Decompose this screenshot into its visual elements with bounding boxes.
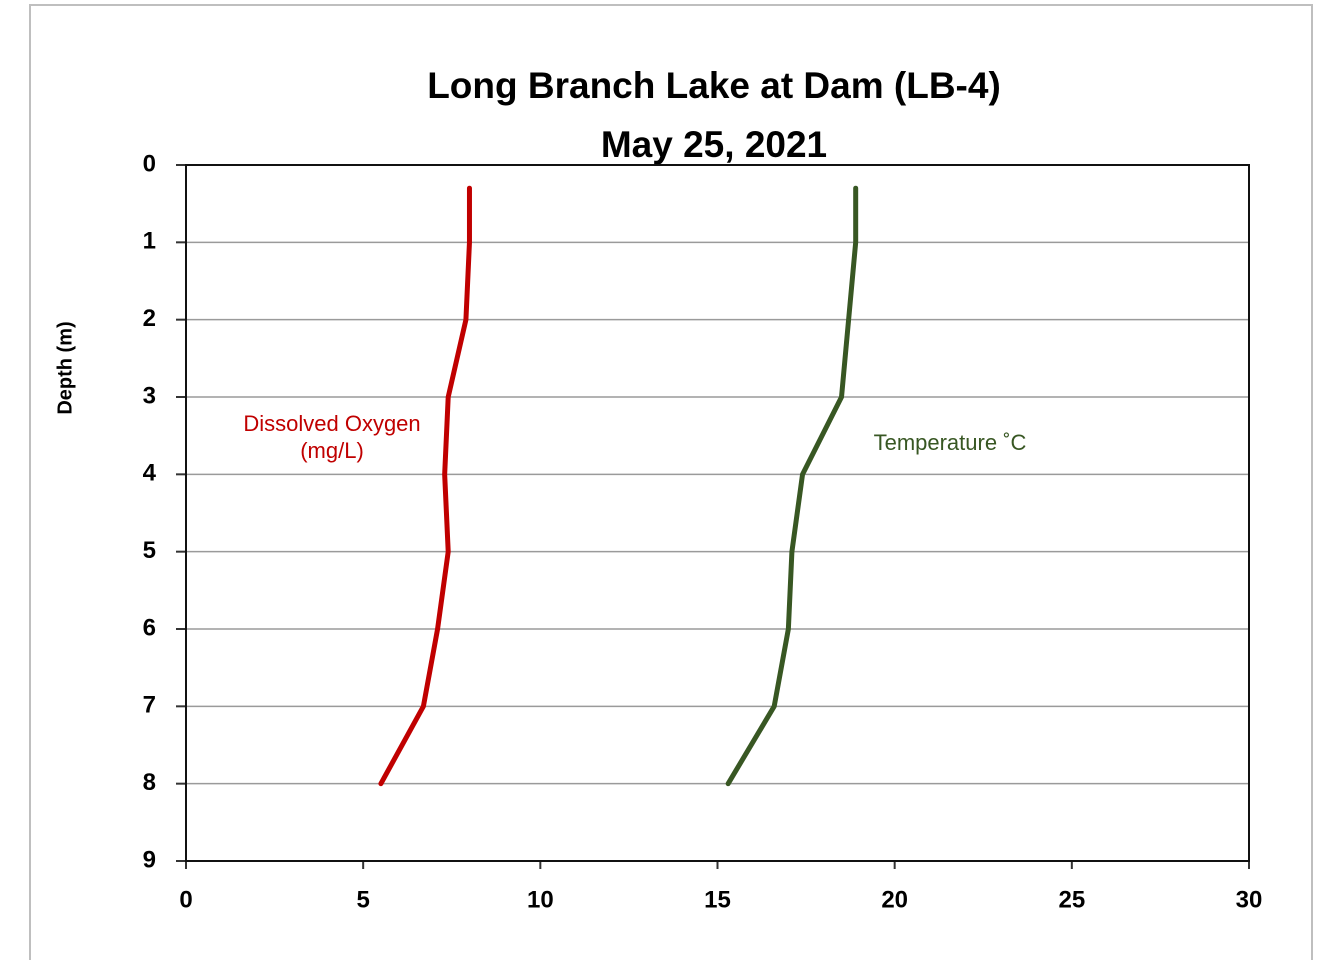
- plot-frame: [185, 164, 1250, 862]
- y-tick-label: 5: [143, 537, 156, 564]
- x-tick-label: 5: [356, 886, 369, 913]
- chart-title: Long Branch Lake at Dam (LB-4): [427, 65, 1001, 106]
- y-tick-label: 1: [143, 228, 156, 255]
- x-tick-label: 30: [1236, 886, 1263, 913]
- y-tick-label: 4: [143, 460, 157, 487]
- x-tick-label: 15: [704, 886, 731, 913]
- chart-subtitle: May 25, 2021: [601, 124, 827, 165]
- x-tick-label: 20: [881, 886, 908, 913]
- y-tick-label: 8: [143, 769, 156, 796]
- y-tick-label: 9: [143, 846, 156, 873]
- chart-border: [29, 4, 1313, 960]
- y-axis-label: Depth (m): [54, 321, 76, 414]
- x-tick-label: 25: [1058, 886, 1085, 913]
- series-line: [725, 185, 859, 787]
- y-tick-label: 7: [143, 692, 156, 719]
- series-line: [378, 185, 472, 787]
- series-label: Dissolved Oxygen (mg/L): [243, 411, 421, 463]
- x-tick-label: 0: [179, 886, 192, 913]
- y-tick-label: 0: [143, 150, 156, 177]
- y-tick-label: 6: [143, 614, 156, 641]
- y-tick-label: 2: [143, 305, 156, 332]
- series-label: Temperature ˚C: [873, 430, 1027, 455]
- x-tick-label: 10: [527, 886, 554, 913]
- y-tick-label: 3: [143, 382, 156, 409]
